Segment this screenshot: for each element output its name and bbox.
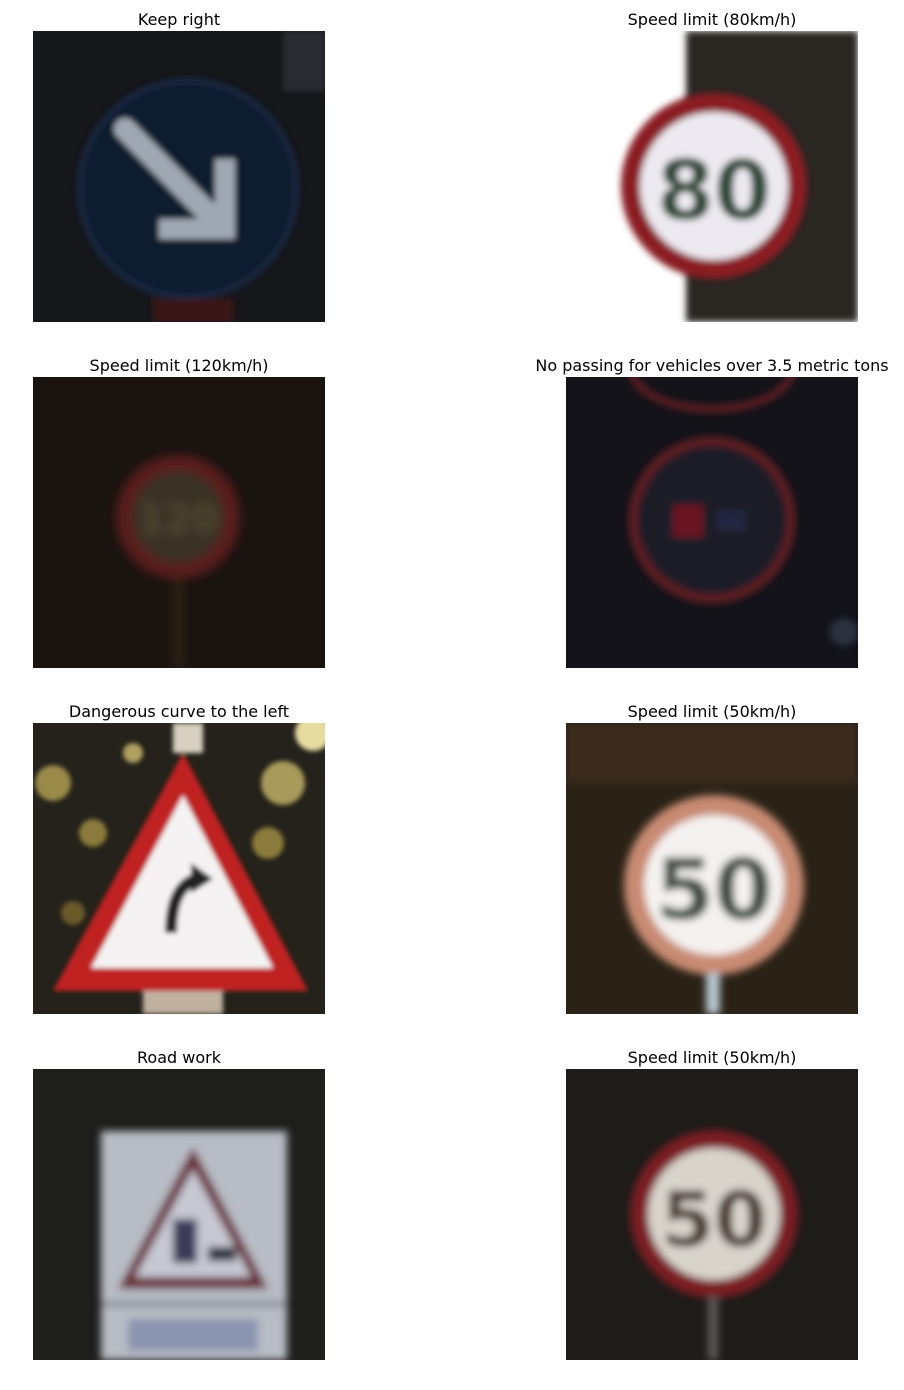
panel-title: No passing for vehicles over 3.5 metric … (535, 356, 889, 375)
sign-number: 120 (138, 497, 217, 541)
speed-limit-50-sign-icon: 50 (566, 723, 858, 1014)
sign-image-speed-50-b: 50 (566, 1069, 858, 1360)
sign-image-speed-50-a: 50 (566, 723, 858, 1014)
keep-right-sign-icon (33, 31, 325, 322)
sign-image-speed-80: 80 (566, 31, 858, 322)
sign-image-speed-120: 120 (33, 377, 325, 668)
panel-title: Speed limit (50km/h) (627, 702, 797, 721)
panel-title: Speed limit (50km/h) (627, 1048, 797, 1067)
panel-title: Speed limit (80km/h) (627, 10, 797, 29)
no-passing-trucks-sign-icon (566, 377, 858, 668)
speed-limit-50-sign-icon: 50 (566, 1069, 858, 1360)
panel-title: Speed limit (120km/h) (89, 356, 269, 375)
panel-title: Keep right (137, 10, 221, 29)
panel-title: Dangerous curve to the left (68, 702, 290, 721)
sign-image-keep-right (33, 31, 325, 322)
speed-limit-80-sign-icon: 80 (566, 31, 858, 322)
speed-limit-120-sign-icon: 120 (33, 377, 325, 668)
sign-image-curve-left (33, 723, 325, 1014)
road-work-sign-icon (33, 1069, 325, 1360)
sign-number: 50 (656, 841, 773, 939)
sign-number: 80 (657, 144, 771, 239)
panel-title: Road work (137, 1048, 221, 1067)
sign-number: 50 (661, 1175, 767, 1264)
sign-image-no-passing (566, 377, 858, 668)
sign-image-road-work (33, 1069, 325, 1360)
dangerous-curve-left-sign-icon (33, 723, 325, 1014)
